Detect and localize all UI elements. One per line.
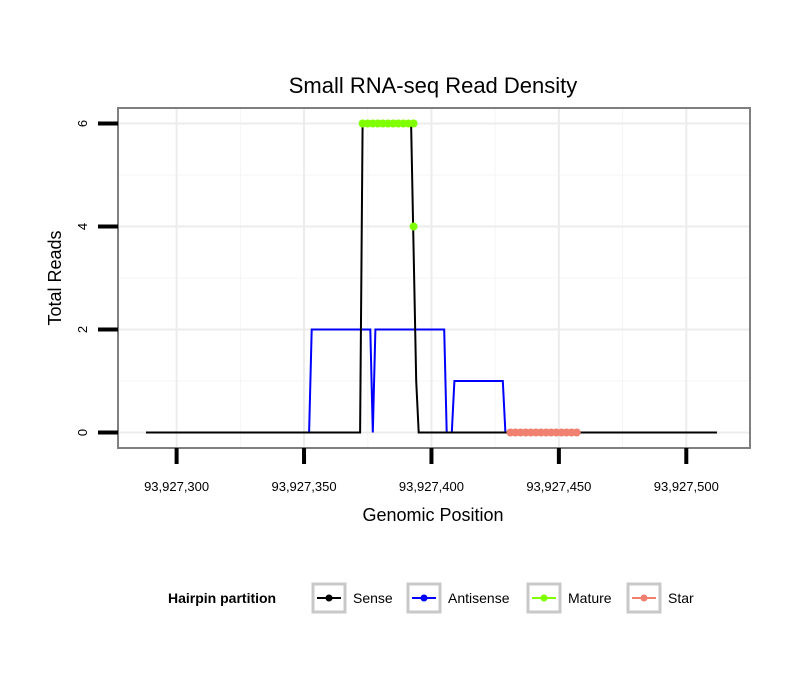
star-point xyxy=(572,428,581,437)
y-axis-title: Total Reads xyxy=(45,230,65,325)
legend-label-mature: Mature xyxy=(568,590,612,606)
y-tick-label: 2 xyxy=(75,326,90,333)
mature-point xyxy=(409,222,418,231)
plot-panel-border xyxy=(117,107,751,449)
legend-key-point-star xyxy=(640,594,648,602)
mature-point xyxy=(409,119,418,128)
x-tick-label: 93,927,400 xyxy=(399,479,464,494)
x-axis-title: Genomic Position xyxy=(362,505,503,525)
legend-label-sense: Sense xyxy=(353,590,393,606)
legend-label-star: Star xyxy=(668,590,694,606)
axis-layer: 93,927,300 93,927,350 93,927,400 93,927,450… xyxy=(75,120,719,494)
legend-key-point-sense xyxy=(325,594,333,602)
legend-label-antisense: Antisense xyxy=(448,590,510,606)
x-tick-label: 93,927,450 xyxy=(526,479,591,494)
legend-title: Hairpin partition xyxy=(168,590,276,606)
series-layer xyxy=(146,119,717,437)
x-tick-label: 93,927,300 xyxy=(144,479,209,494)
legend: Hairpin partition Sense Antisense Mature St… xyxy=(168,582,694,614)
chart-title: Small RNA-seq Read Density xyxy=(289,73,578,98)
legend-key-point-antisense xyxy=(420,594,428,602)
y-tick-label: 6 xyxy=(75,120,90,127)
y-tick-label: 0 xyxy=(75,429,90,436)
y-tick-label: 4 xyxy=(75,223,90,230)
legend-key-point-mature xyxy=(540,594,548,602)
x-tick-label: 93,927,500 xyxy=(654,479,719,494)
x-tick-label: 93,927,350 xyxy=(271,479,336,494)
